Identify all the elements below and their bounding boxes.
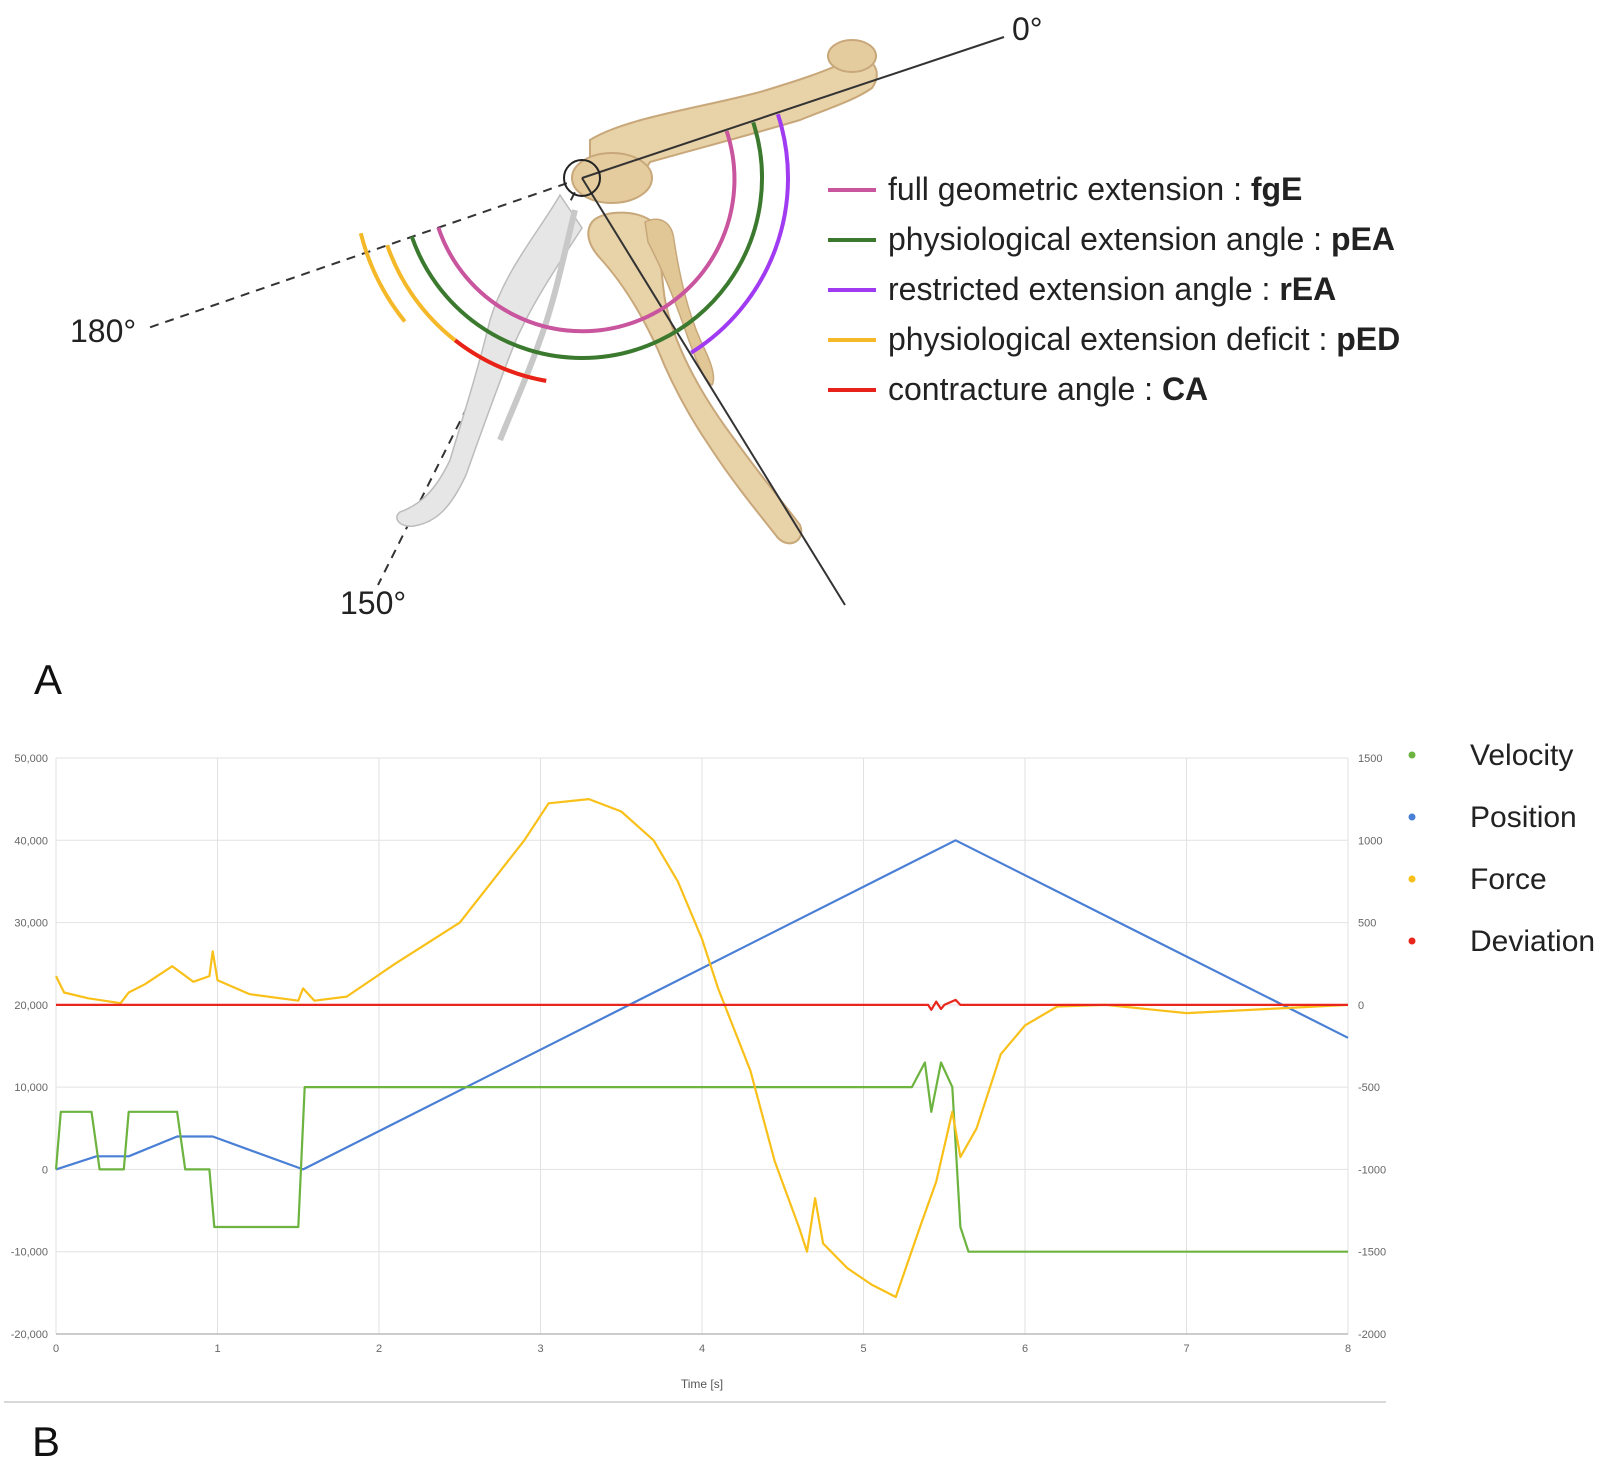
y-right-tick-label: 0 (1358, 1000, 1364, 1012)
legend-label-deviation: Deviation (1470, 925, 1595, 958)
y-left-tick-label: 40,000 (14, 835, 48, 847)
left-axis-ticks: 50,000 40,000 30,000 20,000 10,000 0 -10,000 -2… (11, 753, 48, 1341)
y-left-tick-label: 50,000 (14, 753, 48, 765)
chart-grid (55, 757, 1349, 1335)
legend-label-velocity: Velocity (1470, 739, 1573, 772)
legend-text: physiological extension deficit : (888, 321, 1336, 357)
arc-ca (453, 338, 547, 383)
panel-label-a: A (34, 656, 62, 703)
x-tick-label: 3 (537, 1343, 543, 1355)
chart-legend: Velocity Position Force Deviation (1408, 739, 1595, 958)
legend-dot-position (1408, 813, 1416, 821)
y-left-tick-label: 30,000 (14, 918, 48, 930)
legend-text: restricted extension angle : (888, 271, 1279, 307)
x-tick-label: 0 (53, 1343, 59, 1355)
arc-ped-outer (358, 232, 369, 253)
reference-line-tibia (581, 177, 846, 606)
legend-text: physiological extension angle : (888, 221, 1331, 257)
angle-label-0: 0° (1012, 11, 1043, 47)
y-left-tick-label: -10,000 (11, 1247, 48, 1259)
y-right-tick-label: 1000 (1358, 835, 1382, 847)
legend-item-ca: contracture angle : CA (888, 371, 1208, 407)
series-force (55, 798, 1349, 1299)
panel-a: 0° 180° 150° full geometric extension : … (0, 0, 1620, 720)
legend-text: contracture angle : (888, 371, 1162, 407)
legend-abbr: pEA (1331, 221, 1395, 257)
y-left-tick-label: 10,000 (14, 1082, 48, 1094)
right-axis-ticks: 1500 1000 500 0 -500 -1000 -1500 -2000 (1358, 753, 1386, 1341)
y-right-tick-label: -1500 (1358, 1247, 1386, 1259)
x-tick-label: 5 (860, 1343, 866, 1355)
x-tick-label: 2 (376, 1343, 382, 1355)
x-tick-label: 1 (214, 1343, 220, 1355)
reference-line-0 (581, 36, 1005, 179)
legend-item-ped: physiological extension deficit : pED (888, 321, 1400, 357)
angle-label-180: 180° (70, 313, 136, 349)
y-right-tick-label: 500 (1358, 918, 1376, 930)
legend-item-fge: full geometric extension : fgE (888, 171, 1302, 207)
panel-label-b: B (32, 1418, 60, 1465)
legend-abbr: rEA (1279, 271, 1336, 307)
arc-pea-left (409, 235, 583, 360)
legend-abbr: CA (1162, 371, 1208, 407)
legend-text: full geometric extension : (888, 171, 1251, 207)
chart-series (54, 798, 1349, 1299)
arc-fge (436, 130, 737, 334)
x-axis-ticks: 0 1 2 3 4 5 6 7 8 (53, 1343, 1351, 1355)
arc-rea (690, 113, 790, 355)
series-velocity (54, 1061, 1348, 1253)
measurement-chart: 50,000 40,000 30,000 20,000 10,000 0 -10,000 -2… (4, 739, 1595, 1465)
arc-ped-outer-2 (364, 251, 407, 323)
y-left-tick-label: 20,000 (14, 1000, 48, 1012)
femur-bone (571, 39, 878, 204)
panel-b: 50,000 40,000 30,000 20,000 10,000 0 -10,000 -2… (0, 720, 1620, 1476)
x-axis-label: Time [s] (681, 1377, 723, 1391)
y-left-tick-label: -20,000 (11, 1329, 48, 1341)
joint-center-circle (563, 159, 601, 197)
x-tick-label: 7 (1183, 1343, 1189, 1355)
y-right-tick-label: 1500 (1358, 753, 1382, 765)
legend-dot-deviation (1408, 937, 1416, 945)
x-tick-label: 4 (699, 1343, 705, 1355)
angle-legend: full geometric extension : fgE physiologi… (828, 171, 1400, 407)
legend-dot-force (1408, 875, 1416, 883)
legend-dot-velocity (1408, 751, 1416, 759)
x-tick-label: 6 (1022, 1343, 1028, 1355)
knee-angle-diagram: 0° 180° 150° full geometric extension : … (34, 11, 1400, 703)
y-right-tick-label: -2000 (1358, 1329, 1386, 1341)
arc-pea (581, 121, 764, 360)
angle-arcs (358, 113, 790, 383)
legend-abbr: pED (1336, 321, 1400, 357)
legend-label-position: Position (1470, 801, 1577, 834)
series-deviation (56, 998, 1348, 1011)
lower-leg-bones (587, 211, 803, 545)
x-tick-label: 8 (1345, 1343, 1351, 1355)
y-right-tick-label: -500 (1358, 1082, 1380, 1094)
series-position (55, 839, 1349, 1171)
legend-item-pea: physiological extension angle : pEA (888, 221, 1395, 257)
legend-abbr: fgE (1251, 171, 1303, 207)
legend-label-force: Force (1470, 863, 1547, 896)
y-right-tick-label: -1000 (1358, 1164, 1386, 1176)
angle-label-150: 150° (340, 585, 406, 621)
y-left-tick-label: 0 (42, 1164, 48, 1176)
legend-item-rea: restricted extension angle : rEA (888, 271, 1336, 307)
